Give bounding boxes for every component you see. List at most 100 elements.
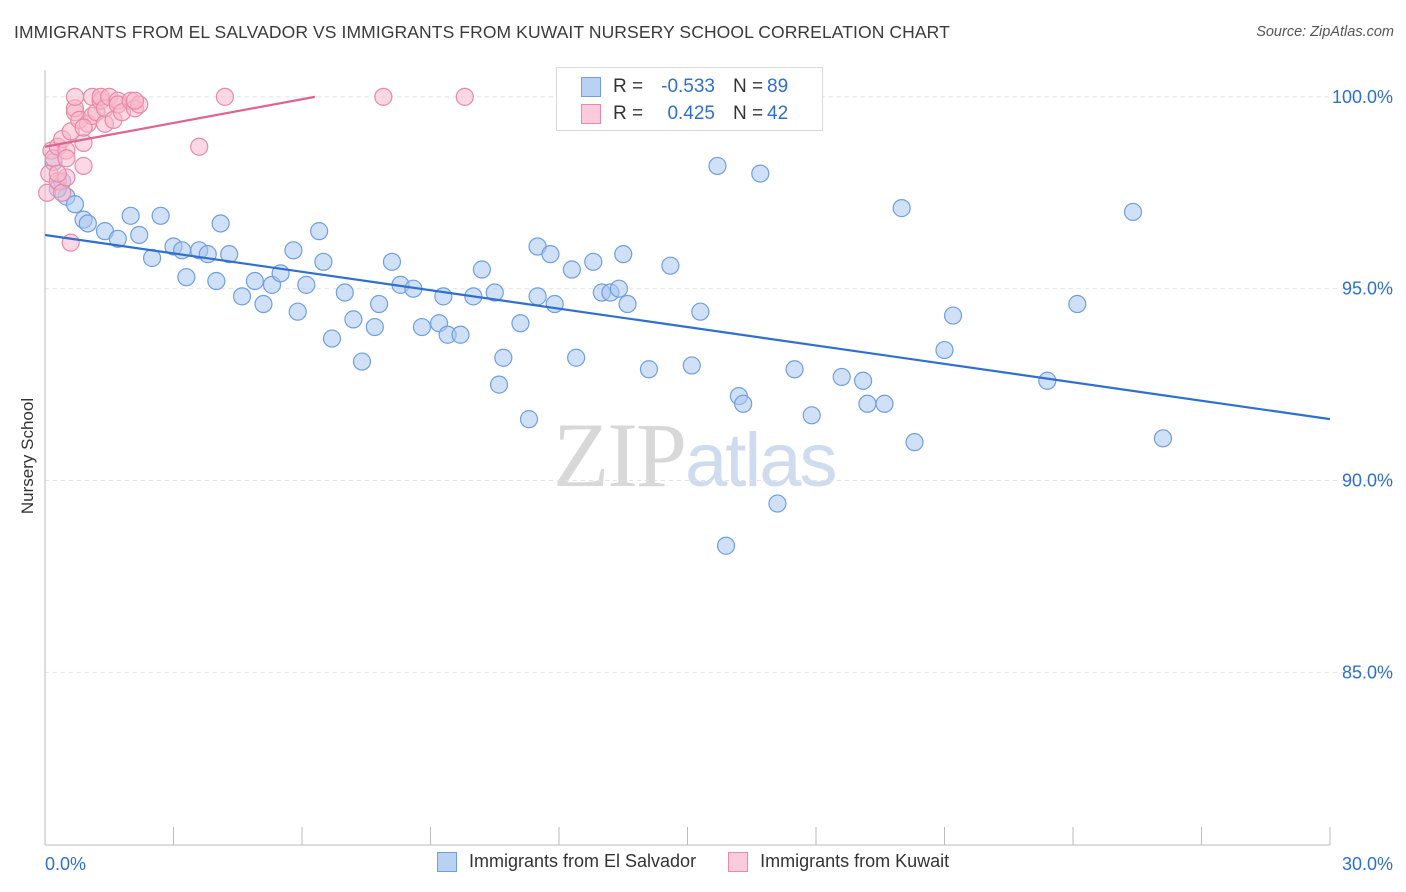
point-el-salvador bbox=[78, 214, 97, 233]
point-el-salvador bbox=[708, 156, 727, 176]
point-el-salvador bbox=[177, 268, 196, 287]
point-kuwait bbox=[65, 87, 85, 106]
point-el-salvador bbox=[382, 252, 402, 271]
legend-label: Immigrants from El Salvador bbox=[469, 851, 697, 871]
point-kuwait bbox=[53, 183, 72, 202]
legend-r-label: R = bbox=[613, 103, 644, 124]
point-kuwait bbox=[190, 137, 209, 156]
point-el-salvador bbox=[232, 287, 252, 306]
point-el-salvador bbox=[1038, 371, 1057, 390]
legend-n-value: 42 bbox=[767, 103, 789, 124]
point-el-salvador bbox=[220, 245, 239, 264]
point-kuwait bbox=[125, 91, 145, 110]
source-credit: Source: ZipAtlas.com bbox=[1256, 24, 1394, 40]
point-el-salvador bbox=[314, 252, 333, 271]
point-el-salvador bbox=[1153, 429, 1173, 448]
point-el-salvador bbox=[682, 356, 701, 375]
point-el-salvador bbox=[562, 260, 581, 279]
point-kuwait bbox=[57, 149, 76, 168]
point-el-salvador bbox=[352, 352, 372, 371]
trendline-kuwait bbox=[44, 95, 316, 148]
legend-row-kuwait: R = 0.425 N = 42 bbox=[581, 102, 788, 126]
point-el-salvador bbox=[451, 325, 470, 344]
point-el-salvador bbox=[310, 222, 329, 241]
point-el-salvador bbox=[245, 271, 264, 291]
point-el-salvador bbox=[768, 494, 787, 513]
point-el-salvador bbox=[288, 302, 307, 321]
point-el-salvador bbox=[344, 310, 363, 329]
legend-label: Immigrants from Kuwait bbox=[760, 851, 950, 871]
legend-r-value: -0.533 bbox=[661, 76, 715, 97]
point-el-salvador bbox=[412, 317, 432, 337]
point-kuwait bbox=[215, 87, 234, 106]
legend-item-kuwait[interactable]: Immigrants from Kuwait bbox=[728, 851, 949, 872]
point-el-salvador bbox=[472, 260, 491, 279]
point-el-salvador bbox=[511, 314, 530, 333]
y-tick-label: 90.0% bbox=[1342, 471, 1393, 491]
point-el-salvador bbox=[130, 225, 149, 245]
point-kuwait bbox=[74, 118, 93, 137]
point-el-salvador bbox=[734, 394, 753, 413]
point-el-salvador bbox=[370, 294, 389, 314]
point-el-salvador bbox=[528, 287, 547, 306]
point-kuwait bbox=[74, 156, 93, 176]
point-el-salvador bbox=[365, 317, 384, 337]
correlation-legend: R = -0.533 N = 89 R = 0.425 N = 42 bbox=[556, 67, 823, 131]
point-el-salvador bbox=[284, 241, 303, 260]
point-el-salvador bbox=[751, 164, 770, 183]
point-el-salvador bbox=[211, 214, 230, 233]
point-el-salvador bbox=[541, 245, 560, 264]
point-el-salvador bbox=[567, 348, 586, 367]
point-el-salvador bbox=[519, 410, 539, 429]
point-el-salvador bbox=[1068, 294, 1087, 314]
point-el-salvador bbox=[121, 206, 140, 225]
chart-title: IMMIGRANTS FROM EL SALVADOR VS IMMIGRANT… bbox=[14, 22, 950, 42]
point-kuwait bbox=[455, 87, 474, 106]
legend-r-value: 0.425 bbox=[667, 103, 715, 124]
point-el-salvador bbox=[661, 256, 680, 275]
point-el-salvador bbox=[485, 283, 504, 302]
legend-n-value: 89 bbox=[767, 76, 789, 97]
point-el-salvador bbox=[892, 199, 911, 218]
point-el-salvador bbox=[691, 302, 710, 321]
point-el-salvador bbox=[322, 329, 342, 348]
point-el-salvador bbox=[905, 433, 924, 452]
point-el-salvador bbox=[614, 245, 633, 264]
legend-swatch-blue bbox=[581, 77, 601, 97]
point-el-salvador bbox=[609, 279, 629, 298]
y-tick-label: 95.0% bbox=[1342, 279, 1393, 299]
point-el-salvador bbox=[716, 536, 736, 555]
point-el-salvador bbox=[639, 360, 659, 379]
point-el-salvador bbox=[489, 375, 509, 394]
point-kuwait bbox=[48, 164, 67, 183]
point-el-salvador bbox=[858, 394, 877, 413]
y-tick-label: 100.0% bbox=[1332, 87, 1393, 107]
legend-swatch-blue bbox=[437, 851, 457, 872]
point-el-salvador bbox=[584, 252, 603, 271]
point-el-salvador bbox=[151, 206, 170, 225]
legend-swatch-pink bbox=[581, 104, 601, 124]
point-el-salvador bbox=[335, 283, 354, 302]
point-el-salvador bbox=[854, 371, 873, 390]
x-tick-label: 0.0% bbox=[45, 854, 86, 874]
point-el-salvador bbox=[254, 294, 273, 314]
watermark-zip: ZIP bbox=[553, 404, 687, 506]
legend-swatch-pink bbox=[728, 851, 749, 872]
legend-row-el-salvador: R = -0.533 N = 89 bbox=[581, 75, 788, 99]
point-el-salvador bbox=[935, 340, 954, 360]
legend-r-label: R = bbox=[613, 76, 644, 97]
point-el-salvador bbox=[108, 229, 127, 248]
point-el-salvador bbox=[207, 271, 226, 291]
point-el-salvador bbox=[943, 306, 963, 325]
legend-item-el-salvador[interactable]: Immigrants from El Salvador bbox=[437, 851, 696, 872]
point-el-salvador bbox=[875, 394, 894, 413]
series-legend: Immigrants from El Salvador Immigrants f… bbox=[437, 851, 981, 872]
point-kuwait bbox=[374, 87, 393, 106]
point-el-salvador bbox=[297, 275, 316, 294]
watermark-atlas: atlas bbox=[685, 418, 838, 503]
y-tick-label: 85.0% bbox=[1342, 662, 1393, 682]
trendline-el-salvador bbox=[44, 233, 1331, 421]
point-el-salvador bbox=[618, 294, 637, 314]
point-el-salvador bbox=[494, 348, 513, 367]
